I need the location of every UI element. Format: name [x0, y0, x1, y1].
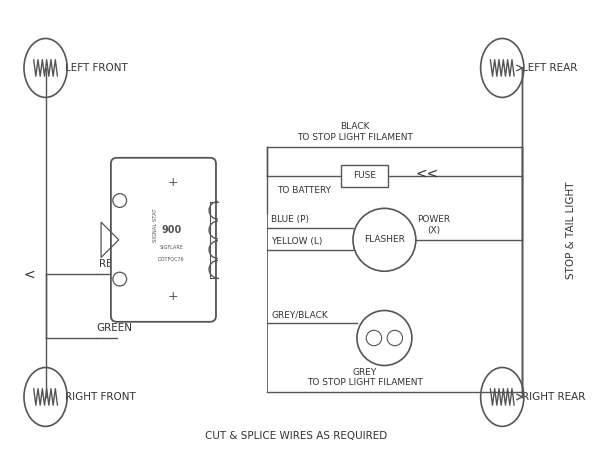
Text: 900: 900 [161, 225, 181, 235]
Text: BLACK
TO STOP LIGHT FILAMENT: BLACK TO STOP LIGHT FILAMENT [297, 122, 413, 142]
Text: LEFT FRONT: LEFT FRONT [65, 63, 128, 73]
Text: GREY/BLACK: GREY/BLACK [271, 311, 328, 319]
Text: TO BATTERY: TO BATTERY [277, 186, 331, 195]
Text: LEFT REAR: LEFT REAR [522, 63, 577, 73]
Text: <: < [23, 267, 35, 281]
Text: <<: << [416, 167, 439, 181]
Text: FUSE: FUSE [353, 171, 376, 180]
Text: GREEN: GREEN [97, 323, 133, 333]
Text: RIGHT REAR: RIGHT REAR [522, 392, 585, 402]
Text: YELLOW (L): YELLOW (L) [271, 237, 323, 245]
Text: RED: RED [98, 259, 120, 269]
Text: POWER
(X): POWER (X) [417, 215, 450, 234]
Text: BLUE (P): BLUE (P) [271, 215, 310, 224]
Text: RIGHT FRONT: RIGHT FRONT [65, 392, 136, 402]
Text: DOTFQC76: DOTFQC76 [158, 257, 185, 262]
Text: SIGFLARE: SIGFLARE [160, 245, 183, 250]
Text: FLASHER: FLASHER [364, 235, 405, 244]
Text: +: + [168, 176, 179, 189]
Text: CUT & SPLICE WIRES AS REQUIRED: CUT & SPLICE WIRES AS REQUIRED [205, 431, 387, 441]
Text: STOP & TAIL LIGHT: STOP & TAIL LIGHT [566, 181, 576, 279]
Text: SIGNAL STAT: SIGNAL STAT [153, 208, 158, 242]
FancyBboxPatch shape [111, 158, 216, 322]
Text: GREY
TO STOP LIGHT FILAMENT: GREY TO STOP LIGHT FILAMENT [307, 368, 422, 387]
FancyBboxPatch shape [341, 165, 388, 187]
Text: +: + [168, 290, 179, 303]
